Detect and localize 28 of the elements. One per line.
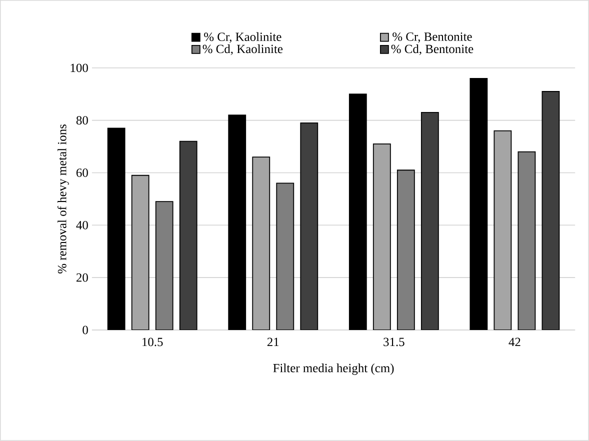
legend-label: % Cd, Kaolinite [202,44,283,56]
bar [155,201,174,330]
y-tick-label: 60 [76,168,88,177]
bar [179,140,198,330]
bar [372,143,391,330]
legend-label: % Cr, Kaolinite [204,32,282,43]
y-tick-label: 40 [76,220,88,230]
bar [494,130,512,330]
x-tick-label: 10.5 [142,338,163,346]
y-tick-label: 0 [82,326,88,334]
y-axis-title: % removal of hevy metal ions [57,124,69,274]
legend-label: % Cd, Bentonite [391,44,474,56]
y-tick-label: 100 [70,64,88,72]
bar [252,156,270,330]
x-tick-label: 21 [267,338,279,346]
legend-label: % Cr, Bentonite [392,32,472,43]
x-tick-label: 42 [508,338,520,346]
bar [131,174,150,330]
bar [518,151,536,330]
bar [300,122,318,330]
x-axis-title: Filter media height (cm) [273,364,394,375]
y-tick-label: 20 [76,273,88,282]
y-tick-label: 80 [76,116,88,125]
bar [396,170,415,330]
bar [276,182,294,330]
bar [420,112,439,330]
bar [542,91,560,330]
x-tick-label: 31.5 [384,338,404,346]
